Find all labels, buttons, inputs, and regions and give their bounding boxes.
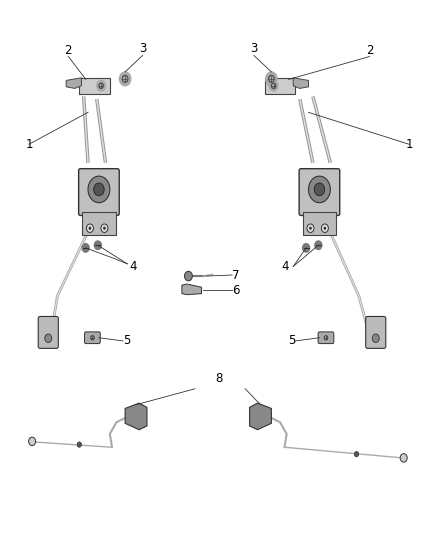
Text: 2: 2 (366, 44, 373, 56)
Circle shape (86, 224, 93, 232)
FancyBboxPatch shape (366, 317, 386, 349)
Text: 6: 6 (232, 284, 240, 297)
FancyBboxPatch shape (318, 332, 334, 344)
FancyBboxPatch shape (82, 212, 116, 235)
Polygon shape (79, 78, 110, 94)
Text: 3: 3 (139, 43, 146, 55)
Circle shape (101, 224, 108, 232)
FancyBboxPatch shape (299, 168, 340, 215)
Circle shape (89, 334, 96, 342)
Circle shape (45, 334, 52, 343)
Text: 4: 4 (130, 260, 137, 273)
Text: 1: 1 (25, 138, 33, 151)
Circle shape (28, 437, 35, 446)
Circle shape (322, 334, 329, 342)
Circle shape (88, 176, 110, 203)
FancyBboxPatch shape (79, 168, 119, 215)
Circle shape (94, 183, 104, 196)
Circle shape (82, 244, 89, 252)
Circle shape (354, 451, 359, 457)
FancyBboxPatch shape (85, 332, 100, 344)
Circle shape (184, 271, 192, 281)
Text: 7: 7 (232, 269, 240, 281)
Circle shape (307, 224, 314, 232)
Circle shape (266, 72, 277, 86)
Circle shape (324, 227, 326, 230)
Circle shape (120, 72, 131, 86)
Polygon shape (265, 78, 295, 94)
Circle shape (269, 80, 278, 91)
Circle shape (308, 176, 330, 203)
Text: 5: 5 (123, 334, 131, 348)
Circle shape (400, 454, 407, 462)
Circle shape (315, 241, 322, 249)
Circle shape (103, 227, 106, 230)
Circle shape (303, 244, 310, 252)
Circle shape (314, 183, 325, 196)
Text: 3: 3 (250, 43, 258, 55)
FancyBboxPatch shape (38, 317, 58, 349)
Polygon shape (182, 284, 201, 295)
Text: 1: 1 (405, 138, 413, 151)
FancyBboxPatch shape (303, 212, 336, 235)
Polygon shape (125, 403, 147, 430)
Circle shape (97, 80, 106, 91)
Circle shape (321, 224, 328, 232)
Circle shape (372, 334, 379, 343)
Circle shape (88, 227, 91, 230)
Circle shape (309, 227, 312, 230)
Text: 4: 4 (281, 260, 289, 273)
Circle shape (77, 442, 81, 447)
Text: 2: 2 (65, 44, 72, 56)
Circle shape (94, 241, 101, 249)
Text: 8: 8 (215, 372, 223, 384)
Text: 5: 5 (288, 334, 295, 348)
Polygon shape (293, 78, 308, 88)
Polygon shape (66, 78, 81, 88)
Polygon shape (250, 403, 272, 430)
